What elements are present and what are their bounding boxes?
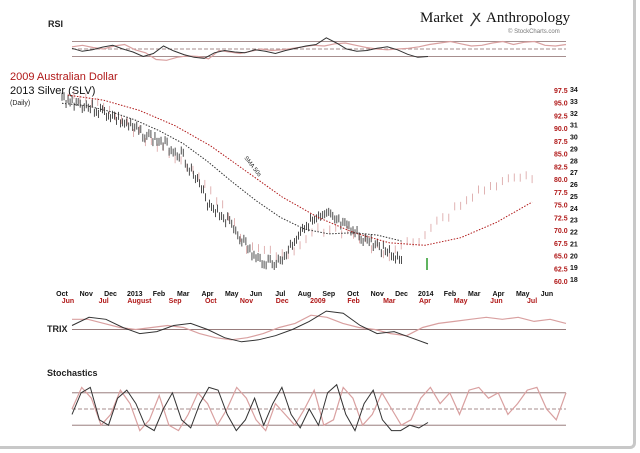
sma-label: SMA 50s — [242, 156, 262, 179]
x-tick-black: Jun — [541, 291, 553, 298]
y-tick-black: 28 — [570, 158, 578, 165]
sma-red-line — [67, 94, 533, 246]
brand-right: Anthropology — [486, 10, 571, 26]
brand-logo: Market ꭗ Anthropology © StockCharts.com — [420, 7, 571, 35]
title-red: 2009 Australian Dollar — [10, 71, 118, 83]
x-tick-black: Apr — [492, 291, 504, 298]
x-tick-black: 2013 — [127, 291, 143, 298]
y-tick-red: 67.5 — [554, 241, 568, 248]
x-tick-black: Aug — [298, 291, 312, 298]
y-tick-black: 23 — [570, 218, 578, 225]
y-tick-red: 95.0 — [554, 101, 568, 108]
trix-red-line — [72, 314, 567, 341]
x-tick-black: Dec — [104, 291, 117, 298]
y-tick-red: 87.5 — [554, 139, 568, 146]
y-tick-red: 60.0 — [554, 279, 568, 286]
dna-icon: ꭗ — [469, 7, 481, 27]
y-tick-black: 27 — [570, 170, 578, 177]
y-tick-black: 30 — [570, 135, 578, 142]
y-tick-red: 92.5 — [554, 113, 568, 120]
x-tick-black: Oct — [56, 291, 68, 298]
y-tick-black: 26 — [570, 182, 578, 189]
brand-left: Market — [420, 10, 464, 26]
y-tick-black: 22 — [570, 230, 578, 237]
x-tick-red: Mar — [383, 298, 396, 305]
y-tick-red: 70.0 — [554, 228, 568, 235]
rsi-label: RSI — [48, 19, 63, 29]
y-tick-red: 77.5 — [554, 190, 568, 197]
x-tick-black: Jul — [275, 291, 285, 298]
x-tick-black: Nov — [371, 291, 384, 298]
rsi-black-line — [71, 37, 429, 59]
y-tick-red: 80.0 — [554, 177, 568, 184]
x-tick-red: Jun — [490, 298, 502, 305]
x-tick-red: Oct — [205, 298, 217, 305]
subtitle: (Daily) — [10, 100, 30, 107]
y-tick-red: 90.0 — [554, 126, 568, 133]
x-tick-red: Feb — [347, 298, 359, 305]
y-tick-red: 65.0 — [554, 254, 568, 261]
title-black: 2013 Silver (SLV) — [10, 85, 95, 97]
stochastics-label: Stochastics — [47, 368, 98, 378]
y-tick-red: 75.0 — [554, 203, 568, 210]
y-tick-black: 18 — [570, 277, 578, 284]
y-tick-red: 82.5 — [554, 164, 568, 171]
x-tick-red: Sep — [169, 298, 182, 305]
y-tick-red: 85.0 — [554, 152, 568, 159]
trix-black-line — [71, 310, 429, 345]
x-tick-red: 2009 — [310, 298, 326, 305]
x-tick-black: Feb — [444, 291, 456, 298]
stochastics-red-line — [71, 386, 567, 432]
x-tick-red: Apr — [419, 298, 431, 305]
x-tick-black: Sep — [322, 291, 335, 298]
y-tick-black: 24 — [570, 206, 578, 213]
x-tick-black: Mar — [468, 291, 481, 298]
x-tick-black: Apr — [201, 291, 213, 298]
rsi-red-line — [71, 40, 567, 61]
x-tick-black: Nov — [80, 291, 93, 298]
x-tick-red: Jul — [99, 298, 109, 305]
x-tick-red: Jul — [527, 298, 537, 305]
trix-label: TRIX — [47, 324, 68, 334]
x-tick-black: Oct — [347, 291, 359, 298]
y-tick-black: 29 — [570, 146, 578, 153]
x-tick-black: May — [516, 291, 530, 298]
y-tick-black: 32 — [570, 111, 578, 118]
x-tick-black: Dec — [395, 291, 408, 298]
stochastics-black-line — [71, 383, 429, 432]
x-tick-red: August — [127, 298, 152, 305]
y-tick-red: 97.5 — [554, 88, 568, 95]
x-tick-black: Mar — [177, 291, 190, 298]
x-tick-red: Dec — [276, 298, 289, 305]
x-tick-black: Jun — [250, 291, 262, 298]
y-tick-black: 34 — [570, 87, 578, 94]
x-tick-black: May — [225, 291, 239, 298]
y-tick-black: 25 — [570, 194, 578, 201]
y-tick-black: 20 — [570, 253, 578, 260]
x-tick-red: May — [454, 298, 468, 305]
y-tick-black: 31 — [570, 123, 578, 130]
source-label: © StockCharts.com — [508, 28, 560, 35]
y-tick-black: 21 — [570, 241, 578, 248]
sma-black-line — [61, 102, 402, 242]
y-tick-black: 33 — [570, 99, 578, 106]
y-tick-black: 19 — [570, 265, 578, 272]
y-tick-red: 72.5 — [554, 215, 568, 222]
x-tick-red: Jun — [62, 298, 74, 305]
x-tick-black: 2014 — [418, 291, 434, 298]
y-tick-red: 62.5 — [554, 266, 568, 273]
x-tick-red: Nov — [240, 298, 253, 305]
x-tick-black: Feb — [153, 291, 165, 298]
